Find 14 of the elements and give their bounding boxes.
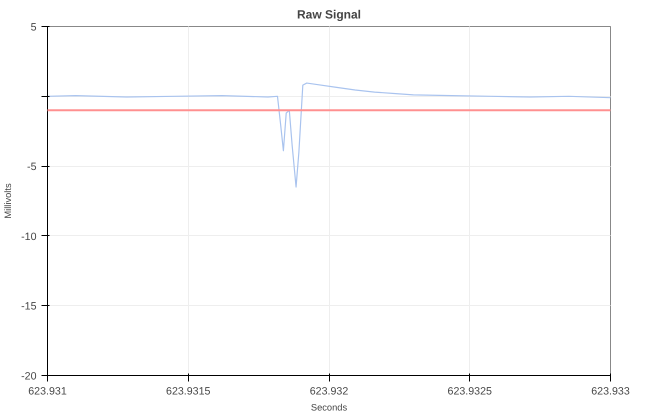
x-tick-label: 623.933 (591, 386, 630, 398)
y-tick-label: -5 (27, 161, 37, 174)
y-tick-label: -15 (21, 300, 37, 313)
y-tick-label: -20 (21, 370, 37, 382)
x-axis-title: Seconds (310, 402, 348, 412)
y-tick-label: 5 (30, 22, 37, 34)
y-axis-title: Millivolts (3, 183, 14, 219)
line-series (48, 82, 610, 188)
x-tick-label: 623.9315 (166, 386, 211, 398)
x-tick-label: 623.931 (28, 386, 67, 398)
x-tick-label: 623.9325 (448, 386, 492, 398)
chart-title: Raw Signal (296, 8, 362, 22)
y-tick-label: -10 (21, 230, 37, 243)
x-tick-label: 623.932 (310, 386, 348, 398)
